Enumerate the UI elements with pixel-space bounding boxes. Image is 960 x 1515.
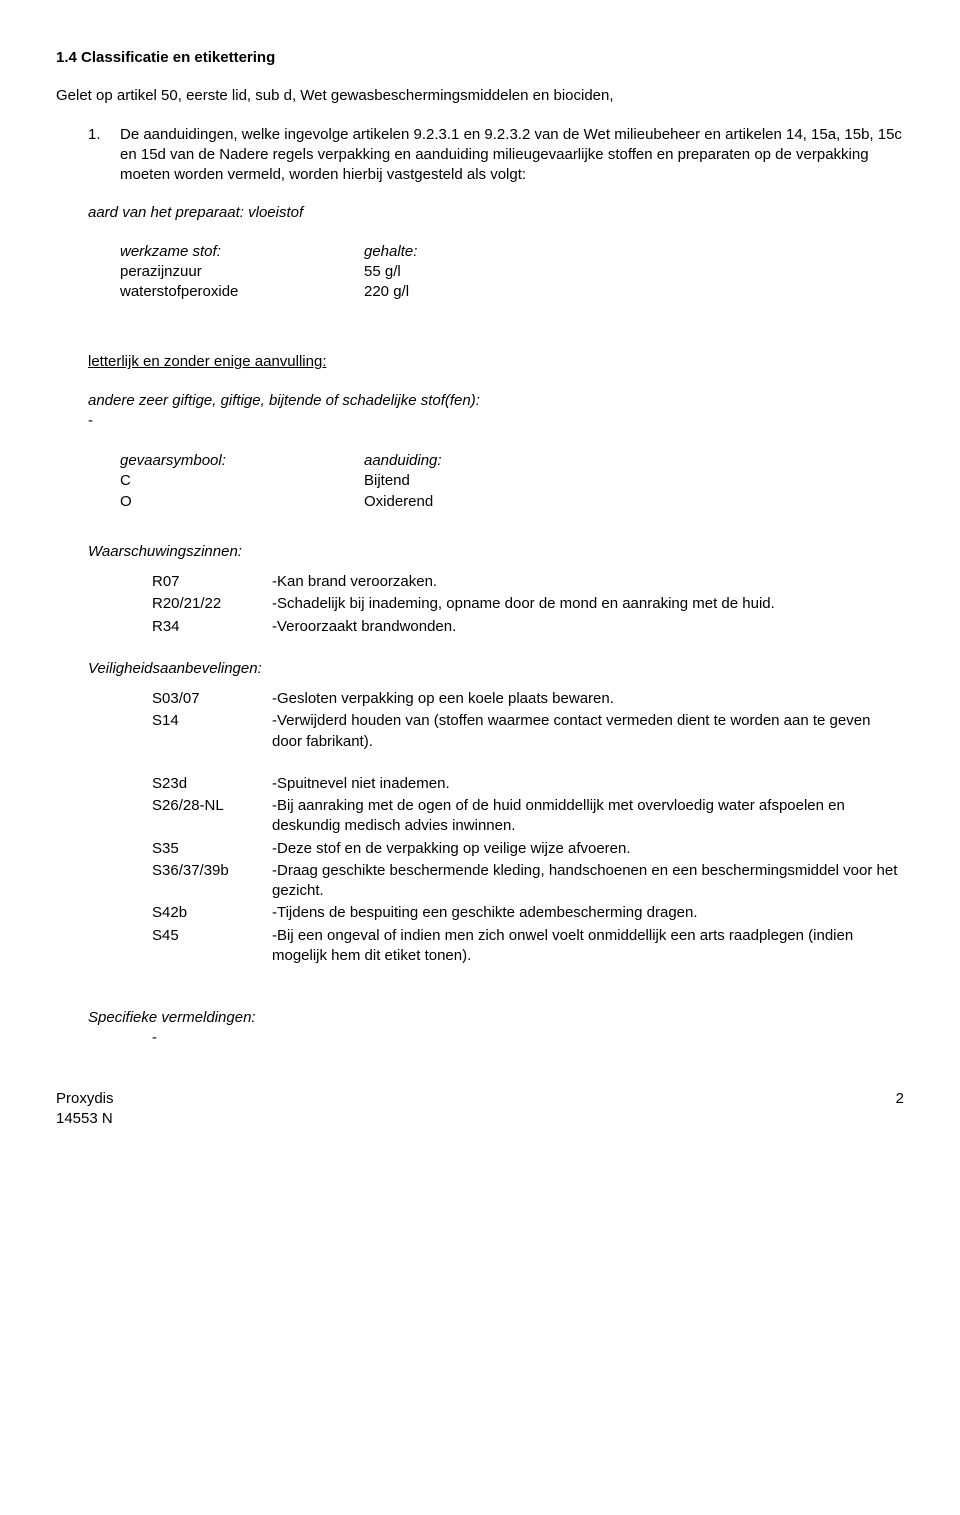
stof-header-val: gehalte:: [364, 242, 441, 262]
numbered-item: 1. De aanduidingen, welke ingevolge arti…: [88, 125, 904, 186]
andere-line: andere zeer giftige, giftige, bijtende o…: [88, 391, 904, 411]
gevaar-val: Oxiderend: [364, 492, 466, 512]
stof-key: perazijnzuur: [120, 262, 364, 282]
veiligheid-heading: Veiligheidsaanbevelingen:: [88, 659, 904, 679]
phrase-text: -Tijdens de bespuiting een geschikte ade…: [272, 903, 904, 925]
specifieke-heading: Specifieke vermeldingen:: [88, 1008, 904, 1028]
stof-val: 55 g/l: [364, 262, 441, 282]
list-text: De aanduidingen, welke ingevolge artikel…: [120, 125, 904, 186]
phrase-code: R20/21/22: [152, 594, 272, 616]
phrase-code: S03/07: [152, 689, 272, 711]
gevaar-val: Bijtend: [364, 471, 466, 491]
phrase-text: -Veroorzaakt brandwonden.: [272, 617, 775, 639]
phrase-text: -Kan brand veroorzaken.: [272, 572, 775, 594]
phrase-text: -Gesloten verpakking op een koele plaats…: [272, 689, 904, 711]
gevaar-header-key: gevaarsymbool:: [120, 451, 364, 471]
phrase-text: -Verwijderd houden van (stoffen waarmee …: [272, 711, 904, 754]
intro-paragraph: Gelet op artikel 50, eerste lid, sub d, …: [56, 86, 904, 106]
waarschuwing-table: R07 -Kan brand veroorzaken. R20/21/22 -S…: [152, 572, 775, 639]
stof-table: werkzame stof: gehalte: perazijnzuur 55 …: [120, 242, 441, 303]
phrase-code: S23d: [152, 774, 272, 796]
preparaat-line: aard van het preparaat: vloeistof: [88, 203, 904, 223]
gevaar-header-val: aanduiding:: [364, 451, 466, 471]
phrase-text: -Bij aanraking met de ogen of de huid on…: [272, 796, 904, 839]
gevaar-key: O: [120, 492, 364, 512]
footer-left-1: Proxydis: [56, 1089, 114, 1109]
veiligheid-table-2: S23d -Spuitnevel niet inademen. S26/28-N…: [152, 774, 904, 968]
phrase-code: S26/28-NL: [152, 796, 272, 839]
footer-left-2: 14553 N: [56, 1109, 114, 1129]
stof-val: 220 g/l: [364, 282, 441, 302]
gevaar-table: gevaarsymbool: aanduiding: C Bijtend O O…: [120, 451, 466, 512]
phrase-text: -Draag geschikte beschermende kleding, h…: [272, 861, 904, 904]
phrase-text: -Schadelijk bij inademing, opname door d…: [272, 594, 775, 616]
phrase-code: S36/37/39b: [152, 861, 272, 904]
dash-line: -: [88, 411, 904, 431]
stof-header-key: werkzame stof:: [120, 242, 364, 262]
specifieke-dash: -: [152, 1028, 904, 1048]
veiligheid-table-1: S03/07 -Gesloten verpakking op een koele…: [152, 689, 904, 754]
phrase-code: R07: [152, 572, 272, 594]
phrase-code: S35: [152, 839, 272, 861]
phrase-code: S45: [152, 926, 272, 969]
phrase-code: S14: [152, 711, 272, 754]
phrase-code: S42b: [152, 903, 272, 925]
phrase-code: R34: [152, 617, 272, 639]
section-heading: 1.4 Classificatie en etikettering: [56, 48, 904, 68]
phrase-text: -Deze stof en de verpakking op veilige w…: [272, 839, 904, 861]
phrase-text: -Spuitnevel niet inademen.: [272, 774, 904, 796]
letterlijk-line: letterlijk en zonder enige aanvulling:: [88, 352, 904, 372]
gevaar-key: C: [120, 471, 364, 491]
phrase-text: -Bij een ongeval of indien men zich onwe…: [272, 926, 904, 969]
list-number: 1.: [88, 125, 120, 186]
stof-key: waterstofperoxide: [120, 282, 364, 302]
page-number: 2: [896, 1089, 904, 1130]
page-footer: Proxydis 14553 N 2: [56, 1089, 904, 1130]
waarschuwing-heading: Waarschuwingszinnen:: [88, 542, 904, 562]
